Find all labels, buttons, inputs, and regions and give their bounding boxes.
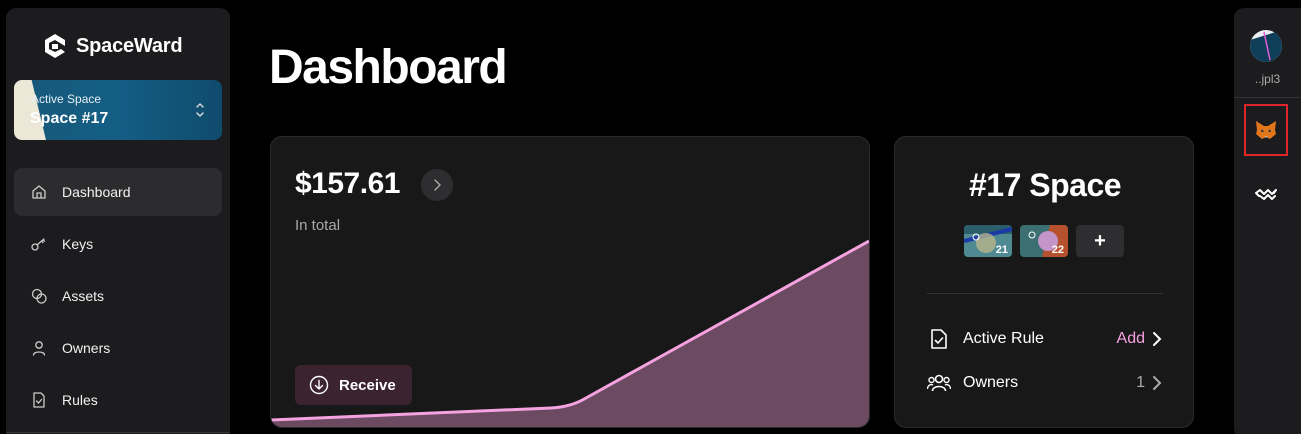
receive-button[interactable]: Receive xyxy=(295,365,412,405)
owner-avatar[interactable]: 22 xyxy=(1020,225,1068,257)
sidebar-item-label: Dashboard xyxy=(62,184,131,200)
owner-avatar[interactable]: 21 xyxy=(964,225,1012,257)
add-rule-button[interactable]: Add xyxy=(1117,330,1163,348)
account-address: ..jpl3 xyxy=(1254,72,1281,86)
sidebar-item-keys[interactable]: Keys xyxy=(14,220,222,268)
active-space-selector[interactable]: Active Space Space #17 xyxy=(14,80,222,140)
owners-count-link[interactable]: 1 xyxy=(1136,374,1163,392)
balance-details-button[interactable] xyxy=(421,169,453,201)
page-title: Dashboard xyxy=(269,41,508,94)
arrow-down-circle-icon xyxy=(309,375,329,395)
active-rule-label: Active Rule xyxy=(963,330,1044,347)
space-panel: #17 Space 21 22 + Active Rule Add Owne xyxy=(894,136,1194,428)
chevron-right-icon xyxy=(434,179,441,191)
metamask-fox-icon xyxy=(1256,121,1276,139)
add-rule-label: Add xyxy=(1116,330,1145,347)
walletconnect-icon[interactable] xyxy=(1254,184,1278,204)
file-check-icon xyxy=(33,392,45,408)
owners-label: Owners xyxy=(963,374,1019,391)
owners-row[interactable]: Owners 1 xyxy=(927,369,1163,397)
owner-id: 21 xyxy=(995,244,1008,256)
balance-amount: $157.61 xyxy=(295,167,400,200)
sidebar-item-label: Rules xyxy=(62,392,98,408)
chevron-up-down-icon xyxy=(196,103,204,117)
owners-count: 1 xyxy=(1136,374,1145,391)
coins-icon xyxy=(31,288,47,304)
sidebar-item-assets[interactable]: Assets xyxy=(14,272,222,320)
user-icon xyxy=(32,341,46,356)
file-check-icon xyxy=(931,329,947,349)
owner-id: 22 xyxy=(1051,244,1064,256)
balance-chart-area xyxy=(271,241,869,427)
balance-chart xyxy=(271,239,869,427)
sidebar-divider xyxy=(6,432,230,433)
sidebar-item-dashboard[interactable]: Dashboard xyxy=(14,168,222,216)
sidebar-item-rules[interactable]: Rules xyxy=(14,376,222,424)
metamask-wallet-button[interactable] xyxy=(1244,104,1288,156)
sidebar-item-label: Keys xyxy=(62,236,94,252)
key-icon xyxy=(31,238,46,251)
balance-chart-line xyxy=(271,239,869,422)
space-title: #17 Space xyxy=(968,167,1122,203)
owner-avatar-image xyxy=(964,225,1012,257)
chevron-right-icon xyxy=(1153,376,1162,390)
account-rail: ..jpl3 xyxy=(1234,8,1301,434)
account-avatar[interactable] xyxy=(1250,30,1282,62)
chevron-right-icon xyxy=(1153,332,1162,346)
account-avatar-image xyxy=(1250,30,1282,62)
sidebar-item-label: Assets xyxy=(62,288,105,304)
active-rule-row: Active Rule Add xyxy=(927,325,1163,353)
sidebar: SpaceWard Active Space Space #17 Dashboa… xyxy=(6,8,230,434)
sidebar-item-label: Owners xyxy=(62,340,111,356)
receive-label: Receive xyxy=(339,376,396,394)
owner-avatar-image xyxy=(1020,225,1068,257)
home-icon xyxy=(32,185,46,199)
users-icon xyxy=(927,374,951,392)
rail-divider xyxy=(1234,97,1301,98)
add-owner-button[interactable]: + xyxy=(1076,225,1124,257)
sidebar-nav: Dashboard Keys Assets Owners Rules xyxy=(14,168,222,428)
sidebar-item-owners[interactable]: Owners xyxy=(14,324,222,372)
panel-divider xyxy=(927,293,1163,294)
balance-caption: In total xyxy=(295,217,341,234)
brand[interactable]: SpaceWard xyxy=(42,32,183,60)
active-space-value: Space #17 xyxy=(30,110,109,127)
app-name: SpaceWard xyxy=(76,34,183,57)
spaceward-logo-icon xyxy=(45,34,65,58)
balance-card: $157.61 In total Receive xyxy=(270,136,870,428)
active-space-label: Active Space xyxy=(31,92,102,106)
